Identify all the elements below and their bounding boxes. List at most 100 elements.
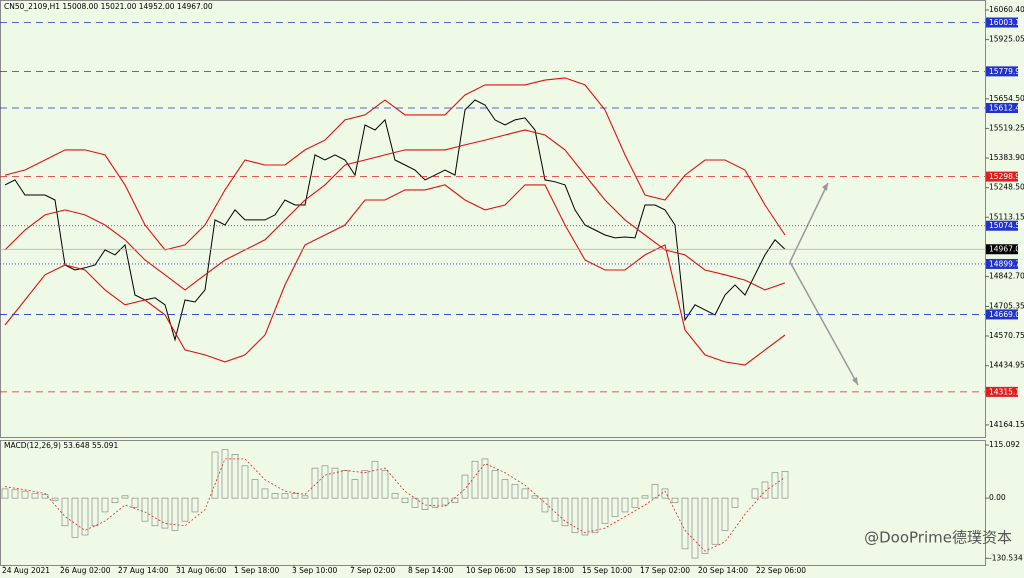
level-label: 14315.18: [989, 387, 1024, 396]
level-label: 15612.49: [989, 103, 1024, 112]
level-tag: [986, 244, 1018, 255]
bollinger-band: [4, 129, 786, 291]
macd-bar: [511, 483, 519, 499]
macd-bar: [781, 471, 789, 499]
macd-bar: [441, 497, 449, 506]
macd-bar: [451, 497, 459, 504]
macd-bar: [231, 453, 239, 499]
watermark: @DooPrime德璞资本: [864, 529, 1012, 547]
level-tag: [986, 17, 1018, 28]
symbol-info: CN50_2109,H1 15008.00 15021.00 14952.00 …: [4, 2, 213, 11]
macd-bar: [391, 493, 399, 499]
macd-bar: [11, 489, 19, 499]
x-tick-label: 31 Aug 06:00: [176, 566, 227, 575]
macd-bar: [561, 497, 569, 527]
bollinger-band: [4, 77, 786, 251]
macd-bar: [641, 495, 649, 499]
macd-bar: [41, 494, 49, 499]
y-tick-label: 0.00: [989, 493, 1006, 502]
y-tick-label: 14705.35: [989, 302, 1024, 311]
macd-bar: [731, 497, 739, 508]
macd-bar: [721, 497, 729, 531]
macd-bar: [61, 497, 69, 527]
macd-bar: [221, 449, 229, 499]
macd-bar: [661, 488, 669, 499]
macd-bar: [571, 497, 579, 534]
macd-bar: [211, 451, 219, 499]
y-tick-label: 15383.90: [989, 153, 1024, 162]
level-label: 16003.11: [989, 18, 1024, 27]
level-tag: [986, 220, 1018, 231]
macd-bar: [711, 497, 719, 545]
macd-bar: [71, 497, 79, 538]
y-tick-label: 15113.15: [989, 212, 1024, 221]
y-tick-label: 16060.40: [989, 5, 1024, 14]
macd-bar: [611, 497, 619, 517]
y-tick-label: 15654.50: [989, 94, 1024, 103]
level-label: 15298.93: [989, 172, 1024, 181]
x-tick-label: 26 Aug 02:00: [60, 566, 111, 575]
price-panel-border: [0, 0, 986, 438]
macd-bar: [401, 497, 409, 504]
level-tag: [986, 258, 1018, 269]
macd-bar: [181, 497, 189, 522]
projection-arrow-up: [789, 182, 829, 263]
arrow-head: [852, 377, 858, 385]
macd-bar: [171, 497, 179, 531]
level-tag: [986, 309, 1018, 320]
macd-bar: [31, 493, 39, 499]
macd-bar: [141, 497, 149, 522]
x-tick-label: 20 Sep 14:00: [698, 566, 748, 575]
macd-bar: [351, 479, 359, 499]
y-tick-label: -130.534: [989, 553, 1023, 562]
macd-bar: [251, 479, 259, 499]
macd-bar: [161, 497, 169, 529]
macd-bar: [301, 495, 309, 499]
macd-bar: [631, 497, 639, 508]
level-tag: [986, 386, 1018, 397]
macd-bar: [411, 497, 419, 508]
x-tick-label: 3 Sep 10:00: [292, 566, 338, 575]
macd-bar: [371, 460, 379, 499]
macd-bar: [321, 465, 329, 499]
y-tick-label: 14570.75: [989, 331, 1024, 340]
y-tick-label: 15248.50: [989, 183, 1024, 192]
macd-bar: [471, 460, 479, 499]
macd-bar: [121, 495, 129, 499]
macd-bar: [761, 481, 769, 499]
x-tick-label: 7 Sep 02:00: [350, 566, 396, 575]
x-tick-label: 17 Sep 02:00: [640, 566, 690, 575]
level-tag: [986, 102, 1018, 113]
macd-bar: [591, 497, 599, 534]
macd-bar: [101, 497, 109, 513]
x-tick-label: 8 Sep 14:00: [408, 566, 454, 575]
macd-bar: [651, 483, 659, 499]
macd-bar: [691, 497, 699, 559]
macd-bar: [241, 465, 249, 499]
y-tick-label: 14842.70: [989, 271, 1024, 280]
macd-bar: [701, 497, 709, 554]
macd-bar: [381, 470, 389, 499]
x-tick-label: 10 Sep 06:00: [466, 566, 516, 575]
level-tag: [986, 171, 1018, 182]
x-tick-label: 22 Sep 06:00: [756, 566, 806, 575]
x-tick-label: 15 Sep 10:00: [582, 566, 632, 575]
level-label: 15074.50: [989, 221, 1024, 230]
signal-line: [4, 458, 786, 552]
projection-arrow-down: [789, 261, 859, 386]
y-tick-label: 14434.95: [989, 361, 1024, 370]
macd-bar: [1, 488, 9, 499]
level-label: 14669.06: [989, 310, 1024, 319]
macd-bar: [311, 467, 319, 499]
macd-bar: [621, 497, 629, 513]
y-tick-label: 115.092: [989, 440, 1020, 449]
macd-bar: [81, 497, 89, 536]
y-tick-label: 15519.25: [989, 123, 1024, 132]
macd-bar: [291, 493, 299, 499]
macd-bar: [421, 497, 429, 510]
macd-bar: [461, 474, 469, 499]
macd-bar: [581, 497, 589, 536]
level-label: 14899.79: [989, 259, 1024, 268]
